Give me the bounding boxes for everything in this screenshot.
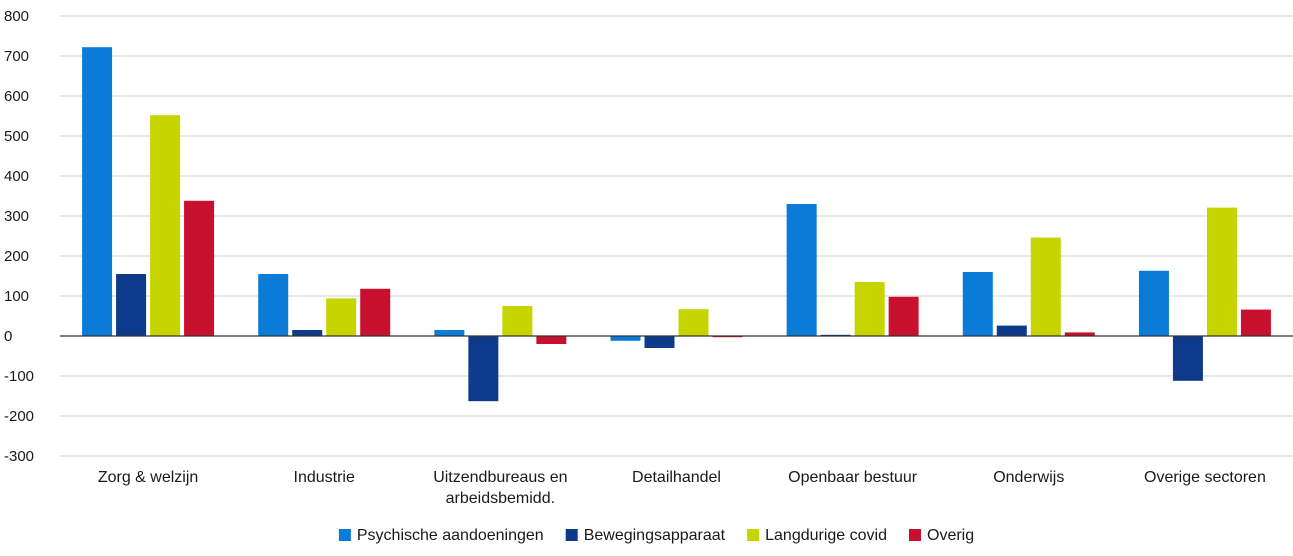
y-tick-label: 100 — [4, 288, 29, 305]
legend-swatch — [747, 529, 760, 541]
bar-psychische-aandoeningen — [786, 204, 817, 336]
bar-psychische-aandoeningen — [610, 336, 641, 341]
bar-bewegingsapparaat — [996, 325, 1027, 336]
bar-psychische-aandoeningen — [962, 272, 993, 336]
legend-item: Bewegingsapparaat — [565, 527, 726, 544]
bar-langdurige-covid — [854, 282, 885, 336]
bar-bewegingsapparaat — [292, 330, 323, 336]
bar-psychische-aandoeningen — [434, 330, 465, 336]
bar-overig — [536, 336, 567, 344]
x-category-label: Overige sectoren — [1144, 469, 1266, 486]
y-tick-label: 700 — [4, 48, 29, 65]
x-category-label: Onderwijs — [993, 469, 1064, 486]
legend-item: Overig — [909, 527, 974, 544]
x-category-label-line: Uitzendbureaus en — [433, 469, 567, 486]
gridlines — [60, 15, 1293, 457]
legend-label: Psychische aandoeningen — [357, 527, 544, 544]
x-category-label: Detailhandel — [632, 469, 721, 486]
bar-overig — [1240, 309, 1271, 336]
y-tick-label: 300 — [4, 208, 29, 225]
x-category-label-line: Zorg & welzijn — [98, 469, 198, 486]
bar-psychische-aandoeningen — [258, 274, 289, 336]
bar-langdurige-covid — [326, 298, 357, 336]
bar-overig — [888, 296, 919, 336]
bar-langdurige-covid — [150, 115, 181, 336]
y-tick-label: 400 — [4, 168, 29, 185]
legend-swatch — [909, 529, 921, 541]
y-tick-label: 500 — [4, 128, 29, 145]
x-category-label-line: Industrie — [294, 469, 355, 486]
legend-swatch — [338, 529, 351, 541]
x-category-label-line: Onderwijs — [993, 469, 1064, 486]
y-tick-label: 800 — [4, 8, 29, 25]
bars — [82, 47, 1271, 402]
x-category-label: Zorg & welzijn — [98, 469, 198, 486]
x-category-label-line: Detailhandel — [632, 469, 721, 486]
bar-overig — [184, 200, 215, 336]
y-tick-label: 600 — [4, 88, 29, 105]
legend-label: Overig — [927, 527, 974, 544]
legend-item: Psychische aandoeningen — [338, 527, 544, 544]
legend-label: Bewegingsapparaat — [584, 527, 726, 544]
bar-bewegingsapparaat — [1172, 336, 1203, 381]
y-tick-label: -300 — [4, 448, 34, 465]
bar-bewegingsapparaat — [468, 336, 499, 402]
legend-swatch — [565, 529, 578, 541]
y-tick-label: 0 — [4, 328, 12, 345]
bar-overig — [1064, 332, 1095, 336]
bar-bewegingsapparaat — [116, 274, 147, 336]
legend-label: Langdurige covid — [765, 527, 887, 544]
bar-psychische-aandoeningen — [1138, 270, 1169, 336]
bar-overig — [360, 288, 391, 336]
bar-bewegingsapparaat — [644, 336, 675, 348]
y-tick-label: -100 — [4, 368, 34, 385]
legend-item: Langdurige covid — [747, 527, 887, 544]
x-category-label-line: arbeidsbemidd. — [446, 490, 555, 507]
bar-langdurige-covid — [502, 306, 533, 336]
bar-langdurige-covid — [1030, 237, 1061, 336]
legend: Psychische aandoeningen Bewegingsapparaat… — [338, 527, 974, 544]
bar-langdurige-covid — [678, 309, 709, 336]
y-tick-label: -200 — [4, 408, 34, 425]
x-axis-categories: Zorg & welzijn Industrie Uitzendbureaus en… — [98, 469, 1266, 507]
x-category-label: Industrie — [294, 469, 355, 486]
y-axis-ticks: -300 -200 -100 0 100 200 300 400 500 600 700 800 — [4, 8, 34, 465]
x-category-label-line: Overige sectoren — [1144, 469, 1266, 486]
bar-psychische-aandoeningen — [82, 47, 113, 336]
bar-langdurige-covid — [1206, 207, 1237, 336]
x-category-label: Openbaar bestuur — [788, 469, 918, 486]
x-category-label-line: Openbaar bestuur — [788, 469, 918, 486]
y-tick-label: 200 — [4, 248, 29, 265]
x-category-label: Uitzendbureaus en arbeidsbemidd. — [433, 469, 567, 507]
